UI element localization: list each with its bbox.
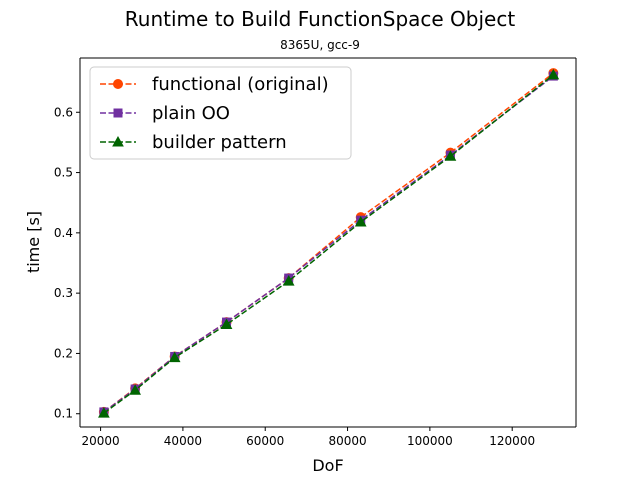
y-axis-label: time [s]	[24, 211, 43, 273]
legend: functional (original) plain OO builder pat…	[89, 66, 352, 160]
x-tick-label: 120000	[489, 434, 535, 448]
legend-label: functional (original)	[152, 74, 329, 95]
series-3	[98, 68, 560, 418]
x-tick-label: 40000	[164, 434, 202, 448]
chart-subtitle: 8365U, gcc-9	[280, 38, 360, 52]
data-point	[354, 215, 367, 227]
legend-label: plain OO	[152, 103, 230, 124]
data-point	[444, 150, 457, 161]
x-axis-label: DoF	[312, 456, 343, 475]
series-line	[103, 75, 554, 413]
x-tick-label: 80000	[328, 434, 366, 448]
data-point	[282, 275, 295, 286]
x-tick-label: 100000	[407, 434, 453, 448]
legend-swatch-marker	[113, 108, 123, 118]
legend-entry: builder pattern	[100, 132, 287, 153]
data-point	[168, 351, 181, 363]
x-axis-ticks: 20000 40000 60000 80000 100000 120000	[81, 427, 535, 448]
x-tick-label: 60000	[246, 434, 284, 448]
legend-entry: plain OO	[100, 103, 230, 124]
x-tick-label: 20000	[81, 434, 119, 448]
y-tick-label: 0.5	[54, 166, 73, 180]
legend-box	[89, 66, 352, 160]
series-layer	[98, 68, 560, 418]
y-tick-label: 0.1	[54, 407, 73, 421]
y-tick-label: 0.4	[54, 226, 73, 240]
data-point	[547, 68, 560, 80]
legend-swatch-marker	[112, 135, 124, 147]
y-tick-label: 0.6	[54, 105, 73, 119]
y-axis-ticks: 0.1 0.2 0.3 0.4 0.5 0.6	[54, 105, 80, 421]
legend-entry: functional (original)	[100, 74, 329, 95]
y-tick-label: 0.3	[54, 286, 73, 300]
legend-swatch-marker	[113, 79, 123, 89]
legend-label: builder pattern	[152, 132, 287, 153]
axes-frame	[79, 57, 577, 428]
data-point	[129, 384, 142, 395]
y-tick-label: 0.2	[54, 346, 73, 360]
data-point	[220, 318, 233, 329]
data-point	[98, 407, 110, 418]
series-line	[103, 74, 554, 414]
chart-title: Runtime to Build FunctionSpace Object	[125, 7, 516, 31]
